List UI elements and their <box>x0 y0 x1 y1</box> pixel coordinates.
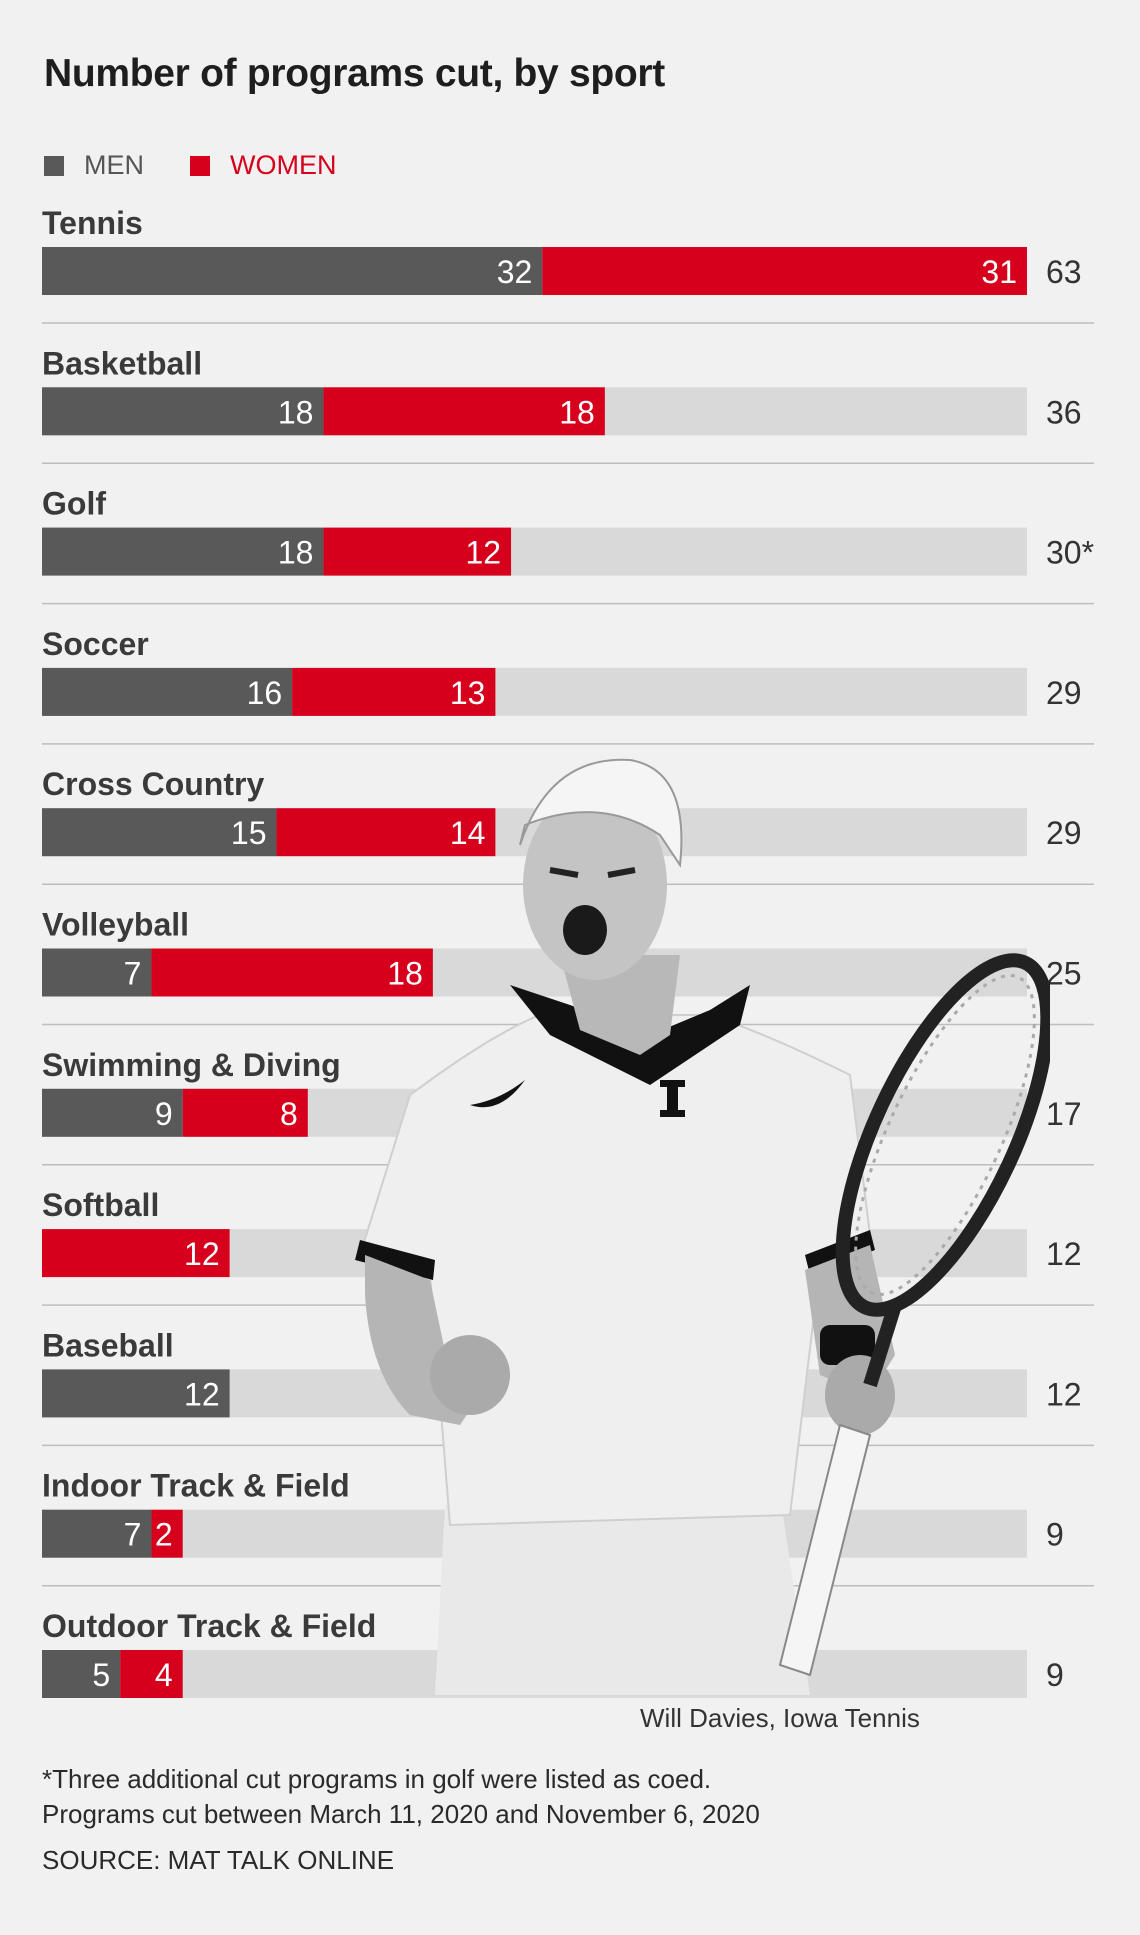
category-label-tennis: Tennis <box>42 205 143 241</box>
legend-item-men: MEN <box>44 150 144 181</box>
footnote-line-2: Programs cut between March 11, 2020 and … <box>42 1799 760 1829</box>
value-label-men-cross-country: 15 <box>231 815 267 851</box>
value-label-men-indoor-track-and-field: 7 <box>124 1517 142 1553</box>
value-label-men-basketball: 18 <box>278 394 314 430</box>
bar-women-volleyball <box>151 948 433 997</box>
category-label-softball: Softball <box>42 1187 159 1223</box>
value-label-men-golf: 18 <box>278 535 314 571</box>
total-label-swimming-and-diving: 17 <box>1046 1096 1082 1132</box>
value-label-women-soccer: 13 <box>450 675 486 711</box>
bar-men-volleyball <box>42 948 152 997</box>
total-label-softball: 12 <box>1046 1236 1082 1272</box>
value-label-women-outdoor-track-and-field: 4 <box>155 1657 173 1693</box>
bar-men-outdoor-track-and-field <box>42 1650 121 1698</box>
total-label-cross-country: 29 <box>1046 815 1082 851</box>
source: SOURCE: MAT TALK ONLINE <box>42 1845 395 1875</box>
bar-men-baseball <box>42 1369 230 1418</box>
bar-women-softball <box>42 1229 230 1278</box>
value-label-men-outdoor-track-and-field: 5 <box>92 1657 110 1693</box>
total-label-outdoor-track-and-field: 9 <box>1046 1657 1064 1693</box>
bar-women-indoor-track-and-field <box>151 1509 183 1558</box>
category-label-volleyball: Volleyball <box>42 907 189 943</box>
footnote: *Three additional cut programs in golf w… <box>42 1762 760 1832</box>
chart-title: Number of programs cut, by sport <box>44 52 665 95</box>
total-label-indoor-track-and-field: 9 <box>1046 1517 1064 1553</box>
category-label-swimming-and-diving: Swimming & Diving <box>42 1047 341 1083</box>
bar-men-indoor-track-and-field <box>42 1509 152 1558</box>
total-label-tennis: 63 <box>1046 254 1082 290</box>
value-label-women-basketball: 18 <box>559 394 595 430</box>
bar-women-basketball <box>323 387 605 436</box>
photo-credit: Will Davies, Iowa Tennis <box>640 1703 920 1733</box>
value-label-men-tennis: 32 <box>497 254 533 290</box>
bar-women-cross-country <box>276 808 496 857</box>
bar-men-soccer <box>42 667 293 716</box>
value-label-women-softball: 12 <box>184 1236 220 1272</box>
bar-women-swimming-and-diving <box>182 1088 308 1137</box>
value-label-men-baseball: 12 <box>184 1376 220 1412</box>
value-label-women-tennis: 31 <box>981 254 1017 290</box>
category-label-baseball: Baseball <box>42 1327 174 1363</box>
category-label-cross-country: Cross Country <box>42 766 264 802</box>
bar-women-tennis <box>542 247 1027 295</box>
legend-swatch-women <box>190 155 210 176</box>
value-label-women-swimming-and-diving: 8 <box>280 1096 298 1132</box>
bar-men-cross-country <box>42 808 277 857</box>
total-label-golf: 30* <box>1046 535 1094 571</box>
bar-women-outdoor-track-and-field <box>120 1650 183 1698</box>
legend-item-women: WOMEN <box>190 150 336 181</box>
legend: MEN WOMEN <box>44 150 382 181</box>
total-label-soccer: 29 <box>1046 675 1082 711</box>
value-label-women-volleyball: 18 <box>387 956 423 992</box>
footnote-line-1: *Three additional cut programs in golf w… <box>42 1764 712 1794</box>
value-label-men-soccer: 16 <box>247 675 283 711</box>
category-label-soccer: Soccer <box>42 626 149 662</box>
bar-women-soccer <box>292 667 496 716</box>
value-label-women-cross-country: 14 <box>450 815 486 851</box>
category-label-golf: Golf <box>42 486 106 522</box>
legend-label-women: WOMEN <box>230 150 337 180</box>
value-label-men-swimming-and-diving: 9 <box>155 1096 173 1132</box>
bar-women-golf <box>323 527 512 576</box>
category-label-indoor-track-and-field: Indoor Track & Field <box>42 1468 350 1504</box>
legend-swatch-men <box>44 155 64 176</box>
tennis-player-photo <box>355 758 1050 1695</box>
total-label-basketball: 36 <box>1046 394 1082 430</box>
total-label-volleyball: 25 <box>1046 956 1082 992</box>
value-label-men-volleyball: 7 <box>124 956 142 992</box>
value-label-women-golf: 12 <box>465 535 501 571</box>
total-label-baseball: 12 <box>1046 1376 1082 1412</box>
legend-label-men: MEN <box>84 150 144 180</box>
category-label-outdoor-track-and-field: Outdoor Track & Field <box>42 1608 376 1644</box>
bar-men-golf <box>42 527 324 576</box>
value-label-women-indoor-track-and-field: 2 <box>155 1517 173 1553</box>
bar-men-tennis <box>42 247 543 295</box>
category-label-basketball: Basketball <box>42 345 202 381</box>
bar-men-basketball <box>42 387 324 436</box>
bar-men-swimming-and-diving <box>42 1088 183 1137</box>
